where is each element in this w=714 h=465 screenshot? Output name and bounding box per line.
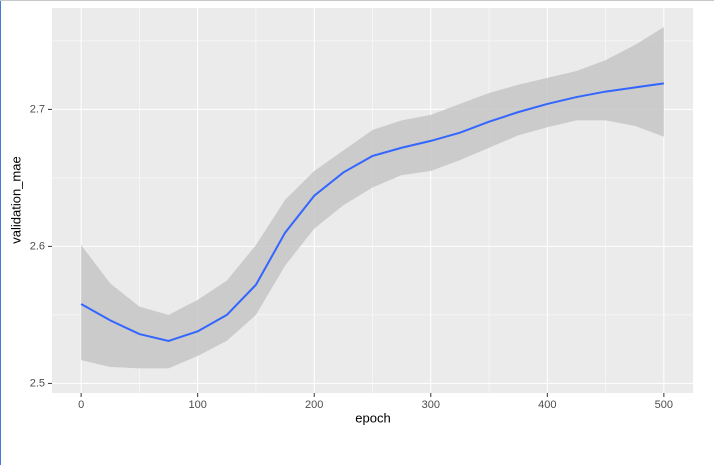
smooth-line	[80, 82, 665, 342]
x-tick-label: 100	[189, 399, 207, 411]
x-tick-label: 0	[78, 399, 84, 411]
x-tick-label: 300	[422, 399, 440, 411]
y-axis-title: validation_mae	[8, 156, 23, 243]
y-tick-label: 2.7	[30, 103, 45, 115]
y-tick-label: 2.5	[30, 377, 45, 389]
x-axis-title: epoch	[355, 410, 390, 425]
x-tick-label: 400	[538, 399, 556, 411]
x-tick-label: 500	[655, 399, 673, 411]
x-tick-label: 200	[305, 399, 323, 411]
y-tick-label: 2.6	[30, 240, 45, 252]
